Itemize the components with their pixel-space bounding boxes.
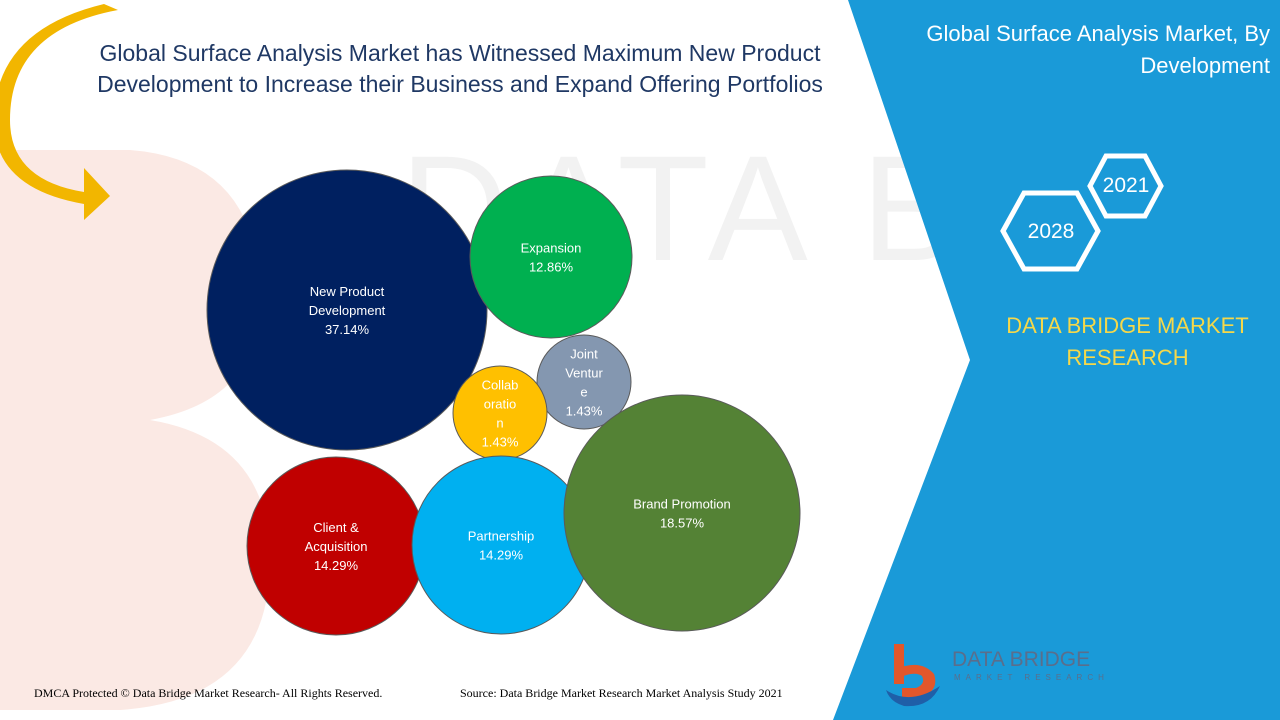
bubble-category-label: Client & [313, 520, 359, 535]
page-title: Global Surface Analysis Market has Witne… [97, 40, 823, 97]
logo-subtext: MARKET RESEARCH [954, 673, 1109, 682]
bubble-category-label: New Product [310, 284, 385, 299]
bubble-value-label: 14.29% [479, 548, 524, 563]
bubble-value-label: 1.43% [566, 404, 603, 419]
curved-arrow-icon [0, 4, 118, 220]
year-label-2021: 2021 [1102, 174, 1150, 197]
bubble-0 [206, 169, 488, 451]
bubble-category-label: Brand Promotion [633, 497, 731, 512]
bubble-category-label: Collab [482, 378, 519, 393]
bubble-6 [411, 455, 591, 635]
bubble-1 [469, 175, 633, 339]
side-panel-title: Global Surface Analysis Market, By Devel… [926, 21, 1270, 78]
copyright-note: DMCA Protected © Data Bridge Market Rese… [34, 686, 383, 700]
bubble-value-label: 37.14% [325, 322, 370, 337]
bubble-category-label: Development [309, 303, 386, 318]
bubble-value-label: 12.86% [529, 260, 574, 275]
bubble-2 [536, 334, 632, 430]
bubble-value-label: 1.43% [482, 435, 519, 450]
bubble-category-label: Joint [570, 347, 598, 362]
logo-icon [886, 644, 940, 707]
hexagon-2028 [1000, 190, 1101, 272]
bubble-4 [563, 394, 801, 632]
year-label-2028: 2028 [1027, 220, 1075, 243]
bubble-category-label: oratio [484, 397, 517, 412]
logo-text: DATA BRIDGE [952, 648, 1091, 671]
bubble-category-label: Acquisition [305, 539, 368, 554]
hexagon-2021 [1087, 153, 1164, 219]
source-note: Source: Data Bridge Market Research Mark… [460, 686, 783, 700]
bubble-category-label: e [580, 385, 587, 400]
bubble-category-label: Ventur [565, 366, 603, 381]
bubble-value-label: 14.29% [314, 558, 359, 573]
bubble-value-label: 18.57% [660, 516, 705, 531]
brand-name: DATA BRIDGE MARKET RESEARCH [1006, 313, 1249, 370]
bubble-category-label: Partnership [468, 529, 534, 544]
bubble-category-label: n [496, 416, 503, 431]
bubble-category-label: Expansion [521, 241, 582, 256]
